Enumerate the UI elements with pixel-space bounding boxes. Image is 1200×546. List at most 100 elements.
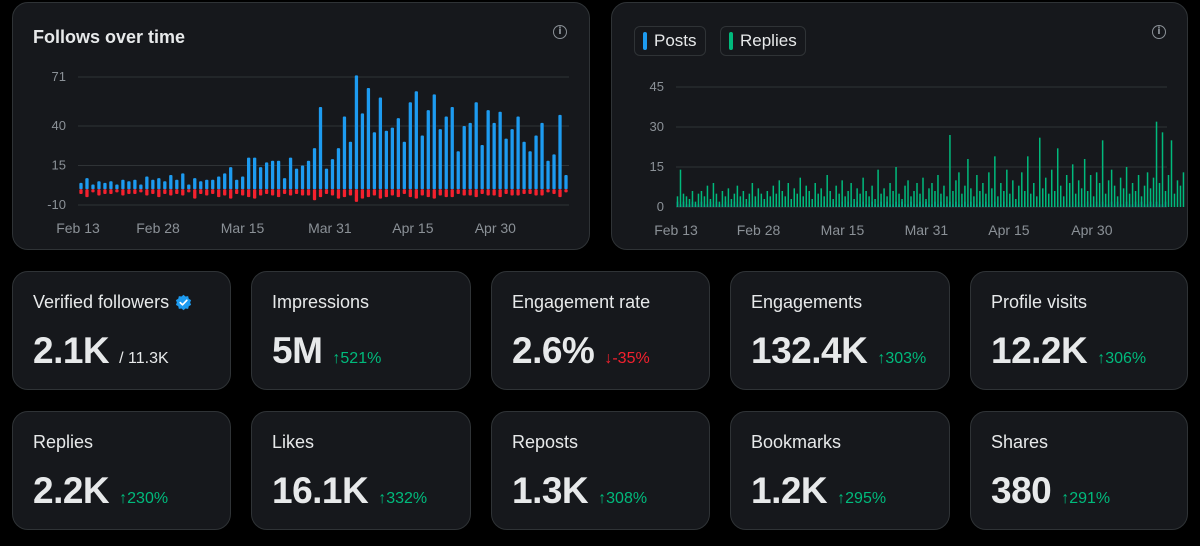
bar: [1047, 193, 1050, 207]
bar: [336, 189, 341, 199]
x-tick-label: Feb 28: [737, 222, 781, 238]
bar: [492, 122, 496, 190]
stat-label: Replies: [33, 432, 94, 452]
bar: [1110, 169, 1113, 207]
stat-change-value: -35%: [612, 350, 650, 367]
bar: [252, 189, 257, 199]
bar: [312, 189, 317, 201]
bar: [205, 189, 209, 196]
bar: [109, 181, 113, 190]
bar: [276, 160, 281, 190]
stat-value: 1.3K: [512, 470, 589, 511]
bar: [835, 185, 837, 207]
stat-change-value: 306%: [1105, 350, 1147, 367]
stat-label: Engagements: [751, 292, 863, 312]
bar: [121, 189, 125, 196]
bar: [946, 196, 948, 207]
bar: [558, 189, 562, 198]
bar: [546, 189, 550, 193]
bar: [552, 189, 556, 194]
stat-card-engagements[interactable]: Engagements 132.4K ↑303%: [730, 271, 950, 390]
stat-card-engagement-rate[interactable]: Engagement rate 2.6% ↓-35%: [491, 271, 710, 390]
bar: [913, 191, 915, 207]
bar: [510, 129, 514, 190]
bar: [348, 141, 353, 190]
bar: [823, 196, 825, 207]
bar: [796, 193, 799, 207]
info-icon[interactable]: i: [553, 25, 567, 39]
bar: [145, 176, 149, 190]
stat-label: Reposts: [512, 432, 579, 452]
bar: [808, 191, 810, 207]
bar: [384, 189, 389, 198]
bar: [988, 172, 990, 207]
stat-card-likes[interactable]: Likes 16.1K ↑332%: [251, 411, 471, 530]
bar: [1164, 191, 1167, 207]
bar: [444, 189, 448, 198]
bar: [733, 193, 736, 207]
arrow-up-icon: ↑: [332, 350, 341, 367]
legend-posts[interactable]: Posts: [634, 26, 706, 56]
stat-value: 1.2K: [751, 470, 828, 511]
bar: [799, 177, 801, 207]
bar: [775, 193, 778, 207]
bar: [241, 176, 245, 190]
stat-card-shares[interactable]: Shares 380 ↑291%: [970, 411, 1188, 530]
bar: [546, 160, 550, 190]
bar: [1167, 175, 1170, 207]
bar: [1036, 196, 1038, 207]
info-icon[interactable]: i: [1152, 25, 1166, 39]
verified-badge-icon: [176, 294, 192, 311]
bar: [139, 184, 143, 190]
stat-value: 16.1K: [272, 470, 369, 511]
bar: [229, 167, 233, 190]
bar: [97, 189, 101, 196]
legend-replies[interactable]: Replies: [720, 26, 806, 56]
stat-card-replies[interactable]: Replies 2.2K ↑230%: [12, 411, 231, 530]
arrow-up-icon: ↑: [1061, 490, 1070, 507]
bar: [949, 135, 951, 207]
bar: [805, 185, 807, 207]
bar: [426, 189, 430, 198]
bar: [241, 189, 245, 196]
stat-card-profile-visits[interactable]: Profile visits 12.2K ↑306%: [970, 271, 1188, 390]
bar: [1116, 196, 1119, 207]
stat-change-value: 303%: [885, 350, 927, 367]
bar: [1030, 193, 1032, 207]
bar: [889, 183, 891, 207]
bar: [348, 189, 353, 196]
stat-change: ↑521%: [332, 350, 381, 368]
bar: [694, 201, 697, 207]
bar: [1000, 183, 1002, 207]
bar: [145, 189, 149, 196]
bar: [217, 176, 221, 190]
stat-label: Shares: [991, 432, 1049, 452]
follows-chart: 71 40 15 -10 Feb 13 Feb 28 Mar 15 Mar 31 Apr 15 A…: [47, 69, 569, 236]
arrow-up-icon: ↑: [877, 350, 886, 367]
bar: [1068, 183, 1071, 207]
stat-card-bookmarks[interactable]: Bookmarks 1.2K ↑295%: [730, 411, 950, 530]
stat-card-verified-followers[interactable]: Verified followers 2.1K / 11.3K: [12, 271, 231, 390]
bar: [1077, 180, 1080, 207]
bar: [163, 189, 167, 194]
bar: [288, 157, 293, 190]
stat-change-value: 291%: [1069, 490, 1111, 507]
bar: [859, 193, 861, 207]
bar: [258, 189, 263, 196]
stat-card-impressions[interactable]: Impressions 5M ↑521%: [251, 271, 471, 390]
bar: [1173, 193, 1176, 207]
bar: [534, 135, 538, 190]
stat-card-reposts[interactable]: Reposts 1.3K ↑308%: [491, 411, 710, 530]
x-tick-label: Apr 15: [988, 222, 1029, 238]
bar: [235, 179, 239, 190]
bar: [300, 165, 305, 190]
bar: [850, 183, 852, 207]
arrow-up-icon: ↑: [119, 490, 128, 507]
stat-change: ↑308%: [598, 490, 647, 508]
bar: [1179, 185, 1182, 207]
bar: [868, 196, 870, 207]
bar: [1083, 159, 1086, 207]
x-tick-label: Feb 13: [654, 222, 698, 238]
bar: [985, 193, 987, 207]
bar: [802, 196, 804, 207]
